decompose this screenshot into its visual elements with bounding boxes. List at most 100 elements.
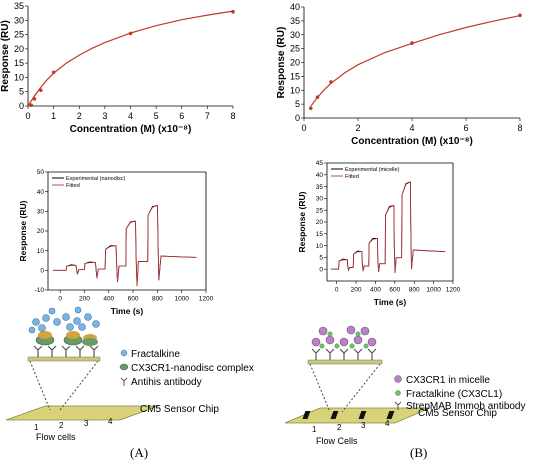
zoom-line-left [309, 363, 331, 413]
y-tick-label: 20 [290, 58, 300, 68]
legend-nanodisc-a: CX3CR1-nanodisc complex [131, 363, 254, 374]
y-tick-label: 0 [295, 113, 300, 123]
x-tick-label: 600 [128, 296, 139, 303]
y-tick-label: 0 [40, 268, 44, 275]
panel-label-a: (A) [130, 445, 149, 460]
fitted-curve [27, 10, 234, 107]
legend-label-experimental: Experimental (nanodisc) [66, 176, 125, 182]
sensorgram-chart-b: 0 200 400 600 800 1000 1200 0 5 10 15 20 25 30 35 40 45 T… [297, 160, 461, 307]
x-tick-label: 600 [389, 287, 400, 294]
y-tick-label: -10 [35, 287, 45, 294]
x-tick-label: 0 [301, 123, 306, 133]
data-point [518, 13, 522, 18]
binding-curve-chart-b: 0 2 4 6 8 0 5 10 15 20 25 30 35 40 Concentration (M) (… [276, 2, 523, 147]
data-point [231, 9, 235, 14]
legend-label-experimental: Experimental (micelle) [345, 167, 400, 173]
flow-cells-label: Flow cells [36, 432, 76, 442]
y-tick-label: 35 [290, 16, 300, 26]
surface-bar [27, 356, 101, 362]
x-tick-label: 6 [463, 123, 468, 133]
y-tick-label: 10 [316, 243, 324, 250]
x-tick-label: 800 [409, 287, 420, 294]
y-tick-label: 30 [37, 209, 45, 216]
y-tick-label: 40 [316, 172, 324, 179]
experimental-trace [330, 181, 446, 274]
data-point [29, 103, 34, 107]
legend-antibody-a: Antihis antibody [131, 377, 202, 388]
panel-label-b: (B) [410, 445, 428, 460]
x-tick-label: 8 [517, 123, 522, 133]
cell-number-4: 4 [385, 419, 390, 428]
flow-cells-label: Flow Cells [316, 436, 358, 446]
fitted-curve [310, 15, 521, 107]
legend-micelle-b: CX3CR1 in micelle [406, 375, 490, 386]
x-tick-label: 200 [79, 296, 90, 303]
y-tick-label: 0 [19, 101, 24, 111]
zoom-line-right [59, 360, 99, 411]
data-point [308, 106, 313, 111]
legend-fractalkine-b: Fractalkine (CX3CL1) [406, 389, 502, 400]
fractalkine-molecules-a [28, 306, 100, 334]
chip-label: CM5 Sensor Chip [418, 408, 497, 419]
micelle-complexes-b [311, 325, 377, 347]
x-tick-label: 1000 [426, 287, 441, 294]
cell-number-2: 2 [59, 421, 64, 430]
flow-cell-4 [386, 411, 395, 419]
y-tick-label: 15 [14, 58, 24, 68]
antibody-row-a [33, 345, 99, 357]
y-tick-label: 40 [290, 2, 300, 12]
cell-number-1: 1 [312, 425, 317, 434]
cell-number-4: 4 [108, 417, 113, 426]
y-axis-label: Response (RU) [0, 20, 11, 92]
flow-cell-3 [358, 411, 367, 419]
cell-number-3: 3 [84, 419, 89, 428]
x-tick-label: 3 [102, 111, 107, 121]
y-tick-label: 5 [19, 87, 24, 97]
flow-cell-2 [330, 411, 339, 419]
sensor-chip-a [5, 405, 159, 421]
data-point [39, 88, 43, 93]
legend-label-fitted: Fitted [66, 183, 80, 189]
x-axis-label: Concentration (M) (x10⁻⁸) [351, 136, 473, 147]
cell-number-2: 2 [337, 423, 342, 432]
binding-curve-chart-a: 0 1 2 3 4 5 6 7 8 0 5 10 15 20 25 30 35 Concentration (M)… [0, 1, 236, 135]
fractalkine-molecules-b [319, 331, 369, 349]
x-tick-label: 1 [51, 111, 56, 121]
x-tick-label: 400 [370, 287, 381, 294]
y-tick-label: 20 [14, 44, 24, 54]
surface-bar [307, 359, 383, 365]
data-point [315, 95, 320, 99]
flow-cells-b [302, 411, 395, 419]
y-tick-label: 50 [37, 169, 45, 176]
x-tick-label: 8 [230, 111, 235, 121]
y-tick-label: 25 [14, 30, 24, 40]
flow-cell-1 [302, 411, 311, 419]
antibody-row-b [311, 348, 377, 360]
antibody-legend-marker [120, 377, 128, 386]
x-tick-label: 2 [355, 123, 360, 133]
x-tick-label: 4 [409, 123, 414, 133]
data-point [32, 97, 37, 101]
schematic-b: 1 2 3 4 Flow Cells CM5 Sensor Chip CX3CR… [284, 325, 526, 446]
x-axis-label: Concentration (M) (x10⁻⁸) [70, 124, 192, 135]
x-tick-label: 2 [77, 111, 82, 121]
nanodisc-legend-marker [119, 363, 129, 371]
y-tick-label: 5 [295, 99, 300, 109]
x-tick-label: 1000 [174, 296, 189, 303]
x-tick-label: 400 [103, 296, 114, 303]
x-tick-label: 6 [179, 111, 184, 121]
x-tick-label: 200 [351, 287, 362, 294]
y-tick-label: 20 [316, 219, 324, 226]
y-axis-label: Response (RU) [297, 191, 307, 252]
y-tick-label: 15 [290, 71, 300, 81]
y-tick-label: 25 [316, 207, 324, 214]
x-axis-label: Time (s) [111, 306, 144, 316]
fitted-trace [330, 181, 446, 274]
data-point [410, 41, 414, 45]
y-axis-label: Response (RU) [18, 200, 28, 261]
y-axis-label: Response (RU) [276, 27, 287, 99]
sensorgram-chart-a: 0 200 400 600 800 1000 1200 -10 0 10 20 30 40 50 Time … [18, 169, 214, 316]
fractalkine-legend-marker [395, 390, 401, 396]
nanodisc-complexes-a [35, 331, 98, 346]
